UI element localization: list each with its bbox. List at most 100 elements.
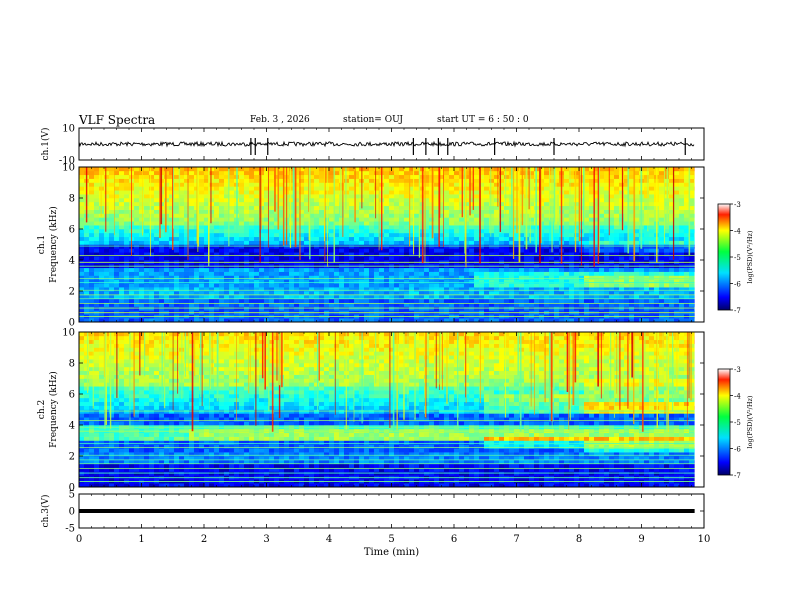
ch1-spec-cell	[539, 236, 545, 241]
ch1-spec-cell	[309, 252, 315, 257]
ch1-spec-cell	[259, 298, 265, 303]
ch1-spec-cell	[149, 217, 155, 222]
ch1-spec-cell	[394, 190, 400, 195]
ch1-spec-cell	[574, 298, 580, 303]
ch1-spec-cell	[414, 198, 420, 203]
ch1-spec-cell	[649, 248, 655, 253]
ch1-spec-cell	[679, 232, 685, 238]
ch1-spec-cell	[684, 306, 690, 311]
ch1-spec-cell	[479, 198, 485, 203]
ch1-spec-cell	[509, 318, 515, 323]
ch1-spec-cell	[434, 271, 440, 276]
ch1-spec-cell	[589, 236, 595, 241]
ch1-spec-cell	[484, 190, 490, 195]
ch1-spec-cell	[649, 275, 655, 280]
ch1-spec-cell	[139, 232, 145, 238]
ch1-spec-cell	[289, 217, 295, 222]
ch1-spec-cell	[334, 275, 340, 280]
ch1-spec-cell	[674, 217, 680, 222]
ch1-spec-cell	[564, 170, 570, 176]
ch1-spec-cell	[79, 256, 85, 261]
ch1-spec-cell	[134, 194, 140, 199]
ch1-spec-cell	[89, 236, 95, 241]
ch1-spec-cell	[119, 279, 125, 284]
ch1-spec-cell	[319, 275, 325, 280]
ch1-spec-cell	[594, 174, 600, 179]
ch1-spec-cell	[399, 271, 405, 276]
ch1-spec-cell	[179, 178, 185, 183]
ch1-spec-cell	[89, 190, 95, 195]
ch1-spec-cell	[259, 240, 265, 245]
ch1-spec-cell	[384, 221, 390, 226]
ch1-spec-cell	[324, 213, 330, 218]
ch1-spec-cell	[579, 275, 585, 280]
ch1-spec-cell	[294, 240, 300, 245]
ch1-spec-cell	[444, 209, 450, 214]
ch1-spec-cell	[144, 167, 150, 172]
ch1-spec-cell	[374, 205, 380, 210]
ch1-spec-cell	[154, 182, 160, 187]
ch1-spec-cell	[539, 182, 545, 187]
ch1-spec-cell	[489, 240, 495, 245]
ch1-spec-cell	[134, 198, 140, 203]
ch1-spec-cell	[299, 205, 305, 210]
ch1-spec-cell	[484, 302, 490, 307]
ch1-spec-cell	[209, 194, 215, 199]
ch1-spec-cell	[109, 298, 115, 303]
ch1-spec-cell	[199, 267, 205, 272]
ch1-spec-cell	[239, 306, 245, 311]
ch1-spec-cell	[649, 213, 655, 218]
ch1-spec-cell	[124, 182, 130, 187]
ch1-spec-cell	[274, 209, 280, 214]
ch1-spec-cell	[79, 178, 85, 183]
ch1-spec-cell	[219, 318, 225, 323]
ch1-spec-cell	[174, 198, 180, 203]
ch1-spec-cell	[124, 294, 130, 300]
ch1-spec-cell	[519, 318, 525, 323]
ch1-spec-cell	[334, 298, 340, 303]
ch1-spec-cell	[509, 232, 515, 238]
ch1-spec-cell	[204, 248, 210, 253]
ch1-spec-cell	[344, 267, 350, 272]
ch1-spec-cell	[244, 201, 250, 207]
ch1-spec-cell	[309, 275, 315, 280]
ch1-spec-cell	[249, 291, 255, 296]
ch1-spec-cell	[394, 244, 400, 249]
ch1-spec-cell	[294, 236, 300, 241]
ch1-spec-cell	[259, 236, 265, 241]
ch1-spec-cell	[279, 271, 285, 276]
ch1-spec-cell	[144, 198, 150, 203]
ch1-spec-cell	[244, 190, 250, 195]
ch1-spec-cell	[439, 287, 445, 292]
ch1-spec-cell	[599, 167, 605, 172]
ch1-spec-cell	[559, 298, 565, 303]
ch1-spec-cell	[79, 198, 85, 203]
ch1-spec-cell	[434, 287, 440, 292]
ch1-spec-cell	[169, 232, 175, 238]
ch1-spec-cell	[489, 186, 495, 191]
ch1-spec-cell	[274, 302, 280, 307]
ch1-spec-cell	[294, 318, 300, 323]
ch1-spec-cell	[404, 306, 410, 311]
ch1-spec-cell	[269, 244, 275, 249]
ch1-spec-cell	[584, 225, 590, 230]
ch1-spec-cell	[589, 232, 595, 238]
ch1-spec-cell	[389, 201, 395, 207]
ch1-spec-cell	[474, 182, 480, 187]
ch1-spec-cell	[144, 252, 150, 257]
ch1-spec-cell	[474, 213, 480, 218]
ch1-spec-cell	[384, 232, 390, 238]
ch1-spec-cell	[584, 209, 590, 214]
ch1-spec-cell	[154, 302, 160, 307]
ch1-spec-cell	[144, 178, 150, 183]
ch1-spec-cell	[319, 209, 325, 214]
ch1-spec-cell	[349, 240, 355, 245]
ch1-spec-cell	[144, 267, 150, 272]
ch1-spec-cell	[514, 298, 520, 303]
ch1-spec-cell	[149, 318, 155, 323]
ch1-spec-cell	[149, 178, 155, 183]
ch1-spec-cell	[119, 229, 125, 234]
ch1-spec-cell	[669, 217, 675, 222]
ch1-spec-cell	[394, 318, 400, 323]
